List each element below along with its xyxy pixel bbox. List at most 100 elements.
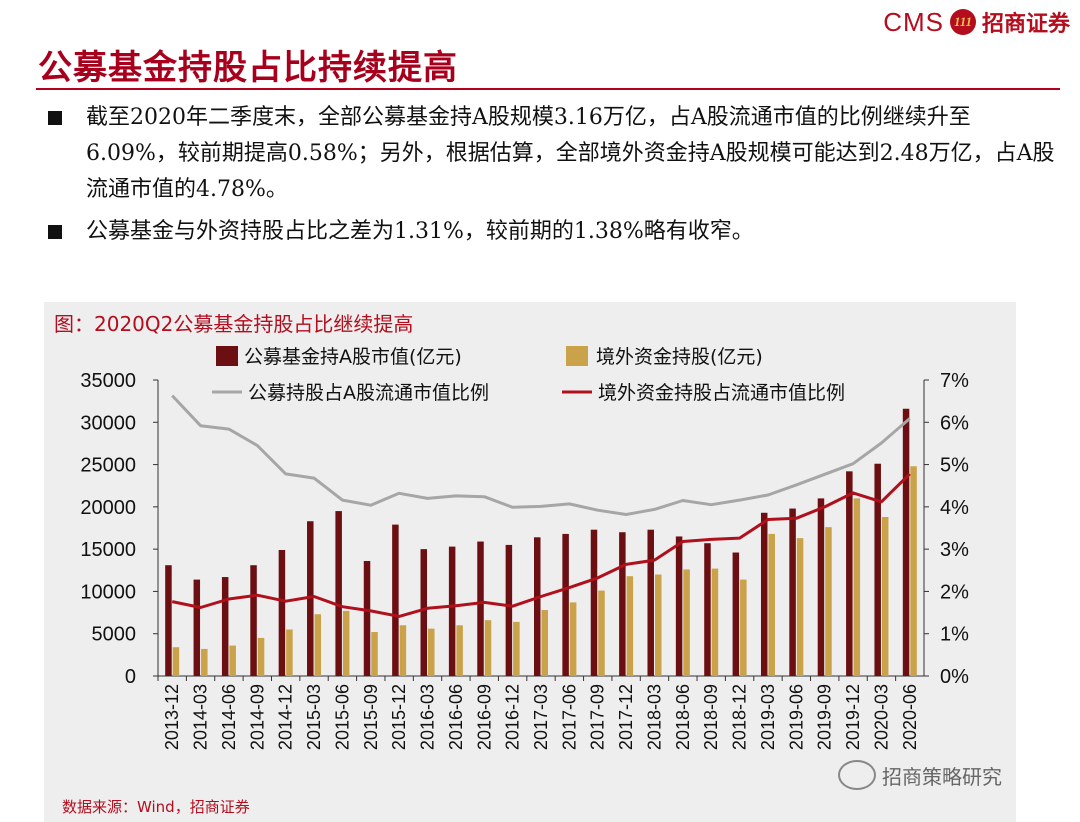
x-tick-label: 2019-06 (786, 684, 806, 750)
x-tick-label: 2016-06 (446, 684, 466, 750)
foreign-bar (172, 647, 180, 676)
right-tick-label: 2% (940, 581, 969, 603)
right-tick-label: 1% (940, 624, 969, 646)
left-tick-label: 25000 (80, 455, 136, 477)
square-bullet-icon (48, 225, 62, 239)
foreign-bar (569, 602, 577, 676)
left-tick-label: 10000 (80, 581, 136, 603)
fund-bar (193, 579, 201, 676)
right-tick-label: 3% (940, 539, 969, 561)
data-source: 数据来源：Wind，招商证券 (62, 798, 250, 816)
right-tick-label: 5% (940, 455, 969, 477)
x-tick-label: 2014-03 (191, 684, 211, 750)
combo-chart: 35000 30000 25000 20000 15000 10000 5000 0 7% 6% 5… (80, 346, 969, 750)
foreign-bar (881, 517, 889, 676)
brand-logo: CMS 111 招商证券 (883, 6, 1070, 38)
fund-bar (704, 543, 711, 676)
fund-bar (278, 549, 286, 676)
fund-bar (590, 529, 598, 676)
x-tick-label: 2014-09 (247, 684, 267, 750)
fund-bar (221, 577, 229, 676)
fund-bar (817, 498, 825, 676)
legend-label-fund-bar: 公募基金持A股市值(亿元) (244, 346, 462, 368)
fund-bar (420, 549, 428, 676)
left-tick-label: 5000 (92, 624, 137, 646)
x-tick-label: 2015-12 (389, 684, 409, 750)
x-tick-label: 2018-06 (673, 684, 693, 750)
foreign-bar (484, 620, 492, 676)
foreign-bar (654, 574, 662, 676)
foreign-bar (910, 466, 917, 676)
bullet-text: 截至2020年二季度末，全部公募基金持A股规模3.16万亿，占A股流通市值的比例… (86, 105, 1055, 202)
x-tick-label: 2017-03 (531, 684, 551, 750)
legend-swatch-foreign-bar (566, 346, 588, 366)
foreign-bar (768, 533, 775, 676)
left-tick-label: 15000 (80, 539, 136, 561)
x-tick-label: 2015-09 (361, 684, 381, 750)
left-tick-label: 20000 (80, 497, 136, 519)
x-tick-label: 2014-12 (276, 684, 296, 750)
x-tick-label: 2017-12 (616, 684, 636, 750)
fund-bar (165, 565, 172, 676)
foreign-bar (257, 637, 265, 676)
watermark-text: 招商策略研究 (882, 764, 1002, 789)
fund-bar (675, 536, 683, 676)
legend-label-foreign-bar: 境外资金持股(亿元) (596, 346, 763, 368)
left-tick-label: 35000 (80, 370, 136, 392)
foreign-bar (711, 568, 719, 676)
foreign-bar (201, 648, 208, 676)
foreign-bar (399, 625, 407, 676)
logo-text-en: CMS (883, 6, 944, 37)
left-tick-label: 0 (125, 666, 136, 688)
fund-bar (647, 529, 654, 676)
logo-text-cn: 招商证券 (981, 12, 1070, 37)
x-tick-label: 2020-03 (871, 684, 891, 750)
wechat-icon (838, 760, 876, 790)
fund-bar (477, 541, 484, 676)
foreign-bar (825, 527, 832, 676)
fund-bar (874, 463, 881, 676)
foreign-bar (796, 538, 804, 676)
foreign-ratio-line (171, 472, 911, 618)
foreign-bar (626, 576, 634, 676)
x-tick-label: 2019-09 (815, 684, 835, 750)
legend-label-foreign-line: 境外资金持股占流通市值比例 (598, 382, 845, 404)
right-tick-label: 7% (940, 370, 969, 392)
title-divider (36, 88, 1060, 90)
foreign-bar (456, 625, 463, 676)
fund-bar (448, 546, 456, 676)
fund-bar (335, 511, 342, 676)
foreign-bar (342, 610, 350, 676)
foreign-bar (428, 628, 435, 676)
right-tick-label: 0% (940, 666, 969, 688)
foreign-bar (229, 645, 236, 676)
legend-swatch-fund-bar (216, 346, 238, 366)
bullet-item: 截至2020年二季度末，全部公募基金持A股规模3.16万亿，占A股流通市值的比例… (48, 100, 1058, 208)
x-tick-label: 2018-12 (730, 684, 750, 750)
x-tick-label: 2015-03 (304, 684, 324, 750)
right-tick-label: 6% (940, 412, 969, 434)
foreign-bar (286, 629, 293, 676)
x-tick-label: 2016-12 (503, 684, 523, 750)
foreign-bar (853, 498, 861, 676)
x-tick-label: 2019-12 (843, 684, 863, 750)
fund-ratio-line (171, 394, 911, 516)
square-bullet-icon (48, 111, 62, 125)
fund-bar (789, 508, 796, 676)
x-tick-label: 2016-09 (474, 684, 494, 750)
fund-bar (619, 532, 626, 676)
fund-bar (250, 565, 257, 676)
bullet-text: 公募基金与外资持股占比之差为1.31%，较前期的1.38%略有收窄。 (86, 219, 754, 244)
x-tick-label: 2020-06 (900, 684, 920, 750)
fund-bar (902, 408, 910, 676)
fund-bar (363, 560, 371, 676)
foreign-bar (371, 632, 378, 676)
chart-panel: 图：2020Q2公募基金持股占比继续提高 35000 30000 25000 2000… (44, 302, 1016, 822)
logo-mark-icon: 111 (949, 9, 976, 35)
watermark: 招商策略研究 (838, 760, 1002, 790)
x-tick-label: 2014-06 (219, 684, 239, 750)
fund-bar (392, 524, 399, 676)
x-tick-label: 2018-03 (644, 684, 664, 750)
x-tick-label: 2019-03 (758, 684, 778, 750)
fund-bar (505, 544, 513, 676)
